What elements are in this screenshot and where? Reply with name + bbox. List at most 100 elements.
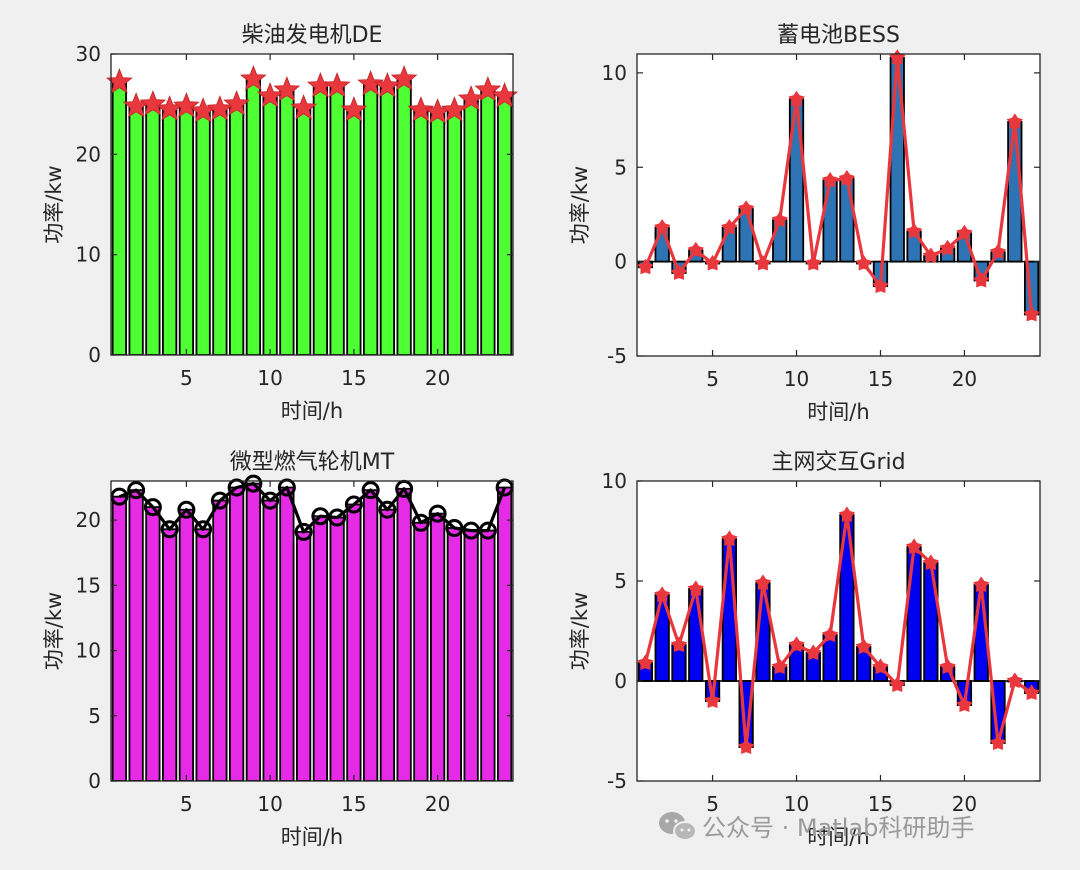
y-tick-label: 0	[614, 250, 627, 274]
axes-box	[110, 53, 514, 356]
watermark-text: 公众号 · Matlab科研助手	[702, 814, 974, 842]
data-point	[143, 498, 162, 517]
y-axis-label: 功率/kw	[42, 165, 66, 243]
data-point	[805, 644, 822, 660]
bar	[245, 482, 261, 781]
data-point	[889, 49, 906, 65]
data-point	[407, 96, 435, 122]
bar	[145, 103, 161, 355]
bar	[430, 111, 446, 355]
data-point	[440, 96, 468, 122]
data-point	[495, 478, 514, 497]
data-point	[838, 506, 856, 522]
x-tick-label: 5	[180, 792, 193, 816]
bar	[379, 85, 395, 355]
data-point	[127, 481, 146, 500]
data-point	[687, 241, 704, 258]
bar	[229, 486, 245, 781]
y-tick-label: 0	[88, 343, 101, 367]
data-point	[474, 75, 502, 102]
y-tick-label: 30	[76, 42, 101, 66]
data-point	[340, 96, 368, 122]
bar	[312, 515, 328, 781]
data-point	[1006, 672, 1023, 688]
data-point	[457, 85, 485, 111]
data-point	[973, 271, 990, 288]
subplot-de: 5 10 15 20 0 10 20 30 柴油发电机DE 时间/h 功率/kw	[42, 23, 519, 423]
y-tick-label: 5	[88, 704, 101, 728]
bar	[379, 508, 395, 781]
bar	[413, 109, 429, 355]
data-point	[637, 654, 654, 670]
bar	[446, 527, 462, 781]
data-point	[872, 277, 889, 294]
axes-background	[637, 481, 1040, 781]
data-point	[788, 90, 805, 107]
data-point	[373, 71, 401, 98]
bar	[346, 503, 362, 781]
data-point	[445, 518, 464, 537]
data-point	[771, 211, 788, 228]
bar	[396, 487, 412, 781]
data-point	[411, 513, 430, 532]
data-point	[311, 507, 330, 526]
x-tick-label: 15	[868, 367, 893, 391]
y-tick-label: -5	[607, 769, 627, 793]
overlay-series	[105, 64, 519, 124]
bar	[363, 83, 379, 355]
data-point	[290, 94, 318, 120]
bar	[329, 85, 345, 355]
y-tick-label: 20	[76, 142, 101, 166]
x-tick-label: 5	[706, 792, 719, 816]
bar	[906, 546, 922, 682]
chart-title: 柴油发电机DE	[242, 23, 383, 48]
data-point	[637, 258, 654, 275]
bar	[262, 95, 278, 355]
bar	[229, 103, 245, 355]
axes-background	[637, 54, 1040, 356]
data-point	[256, 81, 284, 108]
data-point	[704, 254, 721, 271]
subplot-bess: 5 10 15 20 -5 0 5 10 蓄电池BESS 时间/h 功率/kw	[568, 23, 1041, 424]
bar	[296, 107, 312, 355]
data-point	[206, 95, 234, 121]
y-axis-label: 功率/kw	[568, 592, 592, 670]
data-point	[922, 554, 940, 570]
y-tick-label: 20	[76, 508, 101, 532]
data-point	[754, 254, 772, 271]
bar	[480, 89, 496, 355]
data-point	[1006, 113, 1023, 129]
data-point	[670, 636, 688, 652]
data-point	[855, 638, 872, 654]
data-point	[654, 586, 671, 602]
x-tick-label: 20	[425, 792, 450, 816]
bar	[822, 179, 838, 263]
data-point	[973, 576, 990, 592]
data-point	[1023, 305, 1040, 322]
data-point	[357, 69, 385, 96]
data-point	[822, 171, 839, 188]
x-tick-label: 20	[425, 366, 450, 390]
x-tick-label: 15	[341, 792, 366, 816]
chart-title: 主网交互Grid	[771, 450, 905, 475]
data-point	[239, 64, 267, 91]
data-point	[478, 521, 497, 540]
y-tick-label: 10	[76, 243, 101, 267]
bar	[463, 529, 479, 781]
data-point	[872, 658, 889, 674]
bar	[212, 108, 228, 355]
axes-box	[636, 480, 1041, 782]
bar	[195, 110, 211, 355]
watermark: 公众号 · Matlab科研助手	[659, 812, 974, 842]
bar	[262, 499, 278, 781]
x-tick-label: 20	[952, 367, 977, 391]
data-point	[390, 64, 418, 91]
y-axis-label: 功率/kw	[42, 592, 66, 670]
y-tick-label: 0	[614, 669, 627, 693]
x-tick-label: 15	[868, 792, 893, 816]
wechat-icon	[659, 812, 697, 841]
data-point	[805, 254, 822, 271]
data-point	[737, 200, 755, 216]
y-tick-label: -5	[607, 344, 627, 368]
